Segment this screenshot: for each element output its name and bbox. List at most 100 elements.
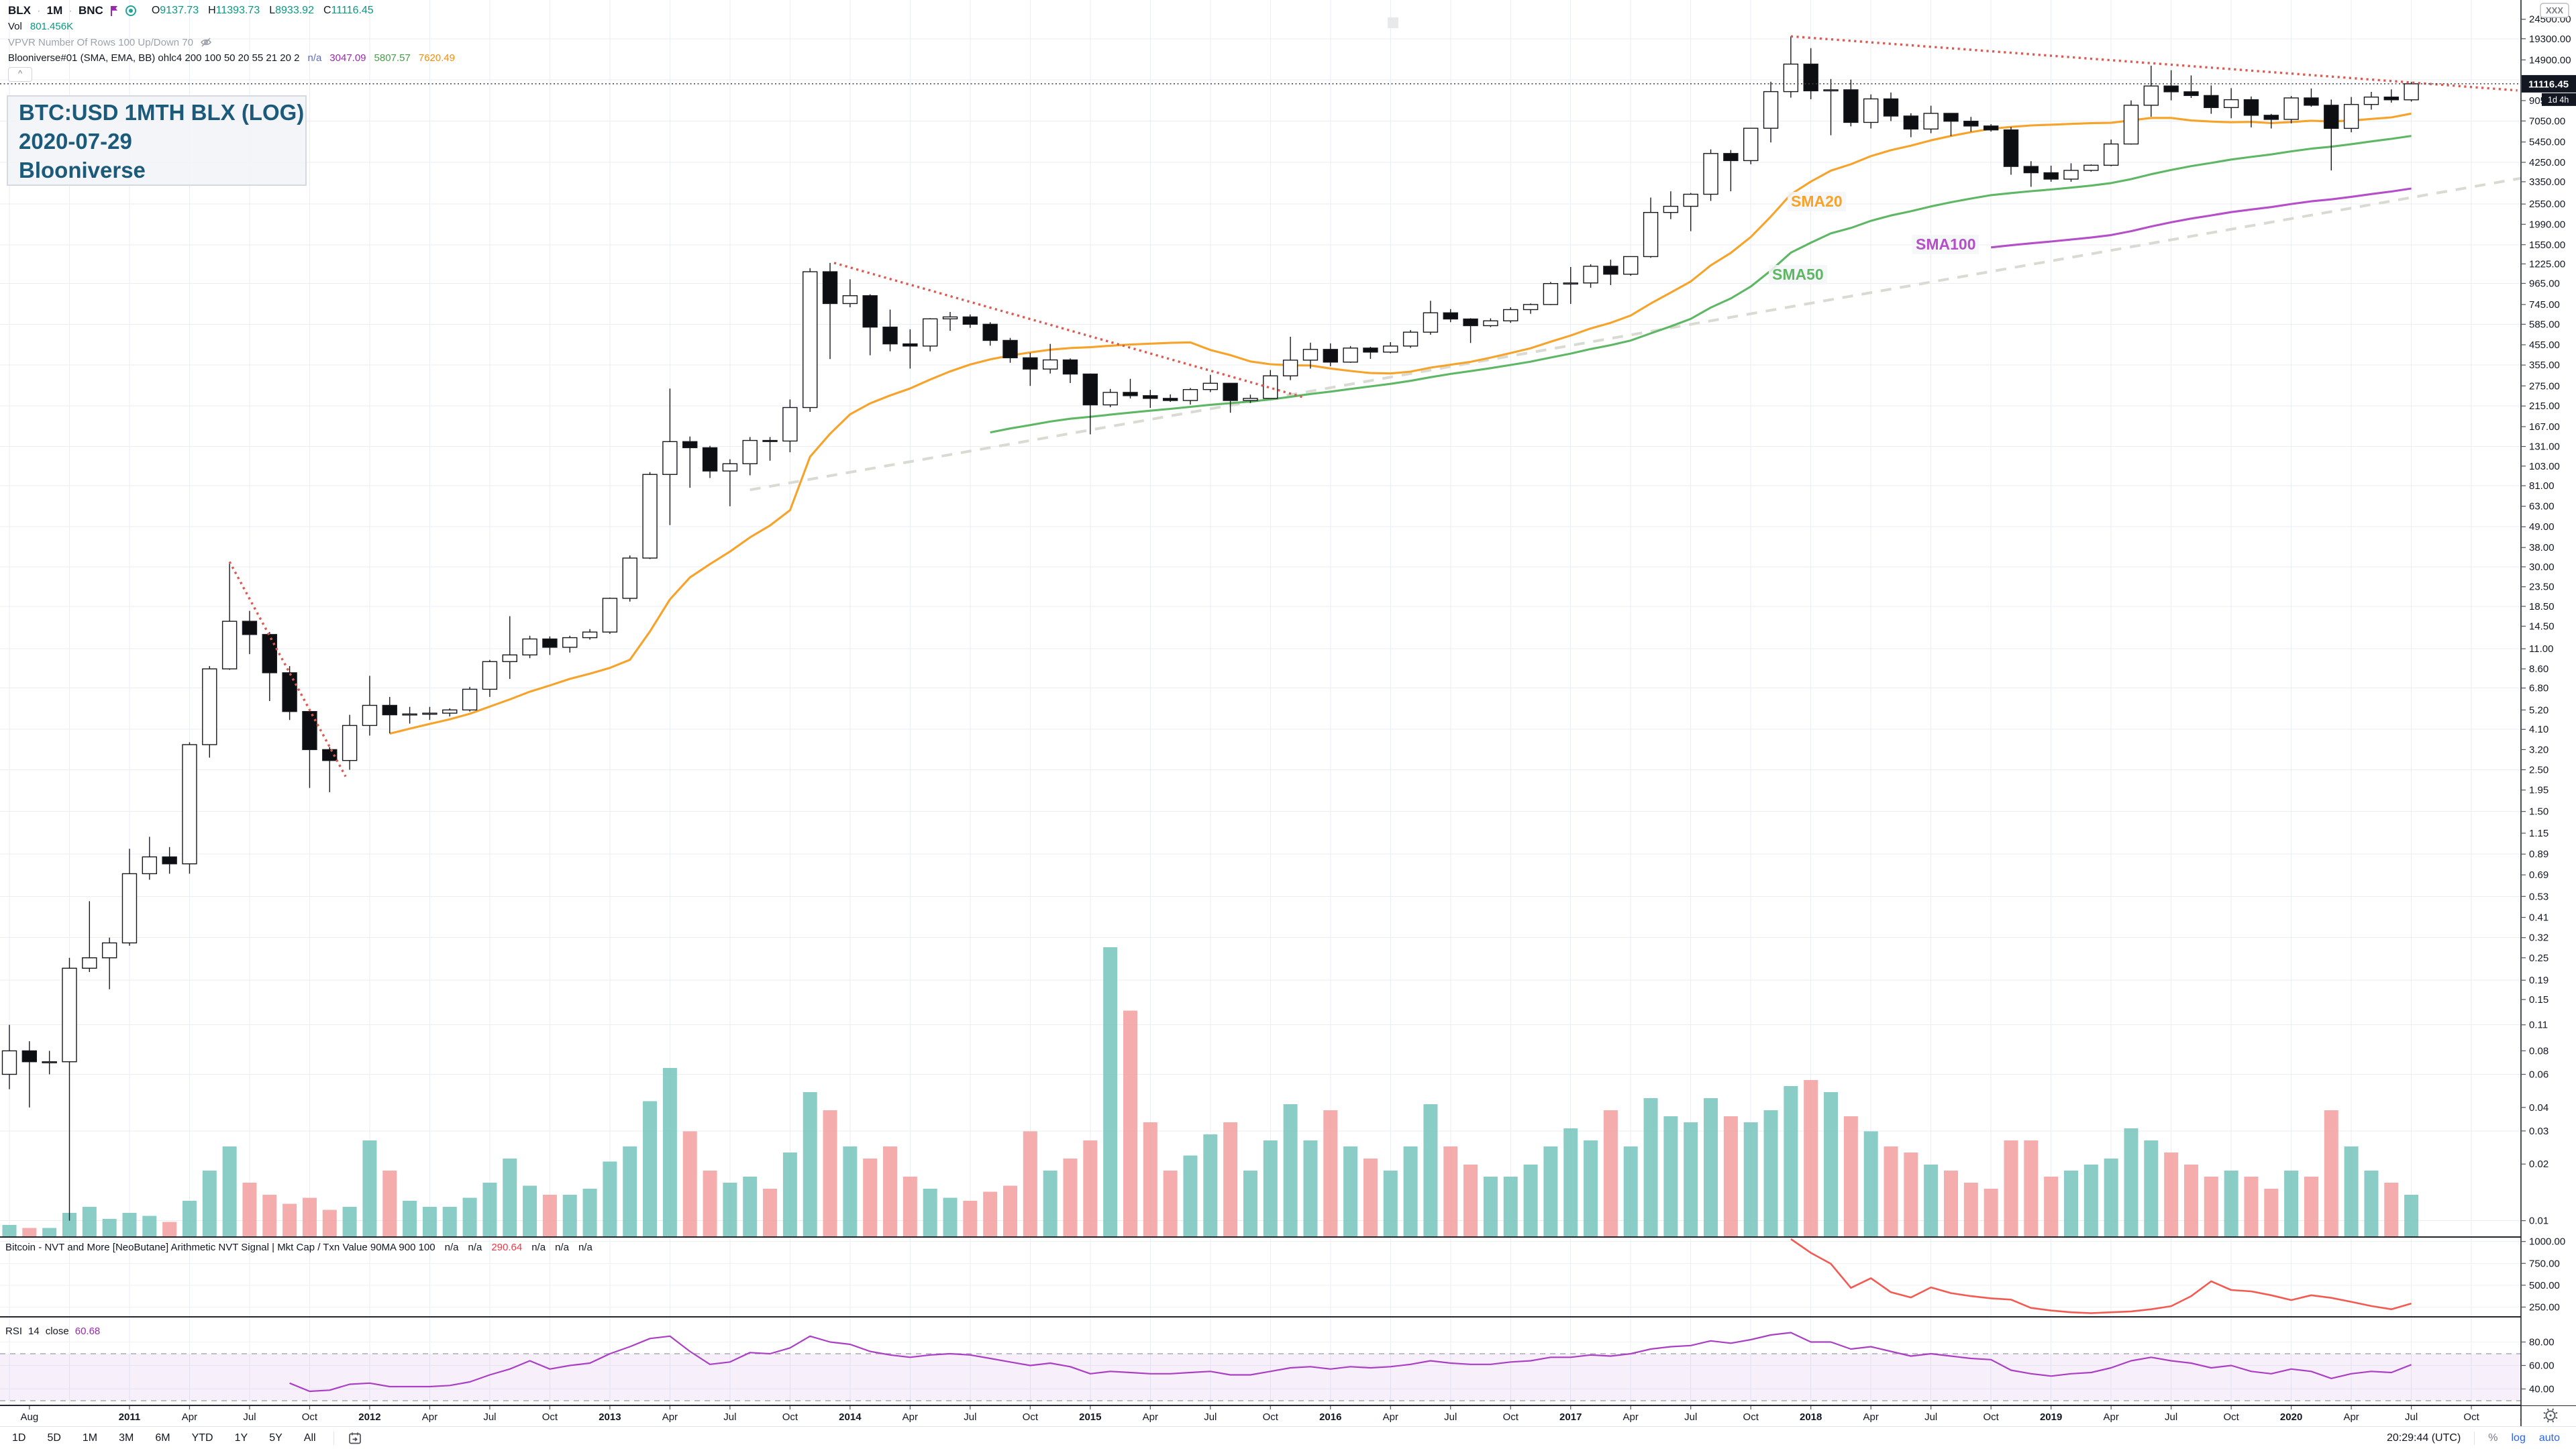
symbol-name[interactable]: BLX: [8, 4, 31, 17]
open-value: 9137.73: [160, 5, 199, 16]
log-scale-button[interactable]: log: [2511, 1432, 2526, 1444]
rsi-label: RSI: [5, 1326, 23, 1337]
svg-text:103.00: 103.00: [2529, 461, 2560, 472]
go-to-date-icon[interactable]: [348, 1431, 362, 1446]
svg-text:131.00: 131.00: [2529, 441, 2560, 453]
svg-text:Oct: Oct: [1503, 1411, 1519, 1423]
time-axis-settings-gear-icon[interactable]: [2543, 1408, 2558, 1423]
vpvr-legend[interactable]: VPVR Number Of Rows 100 Up/Down 70: [8, 36, 212, 48]
blooniverse-value: 7620.49: [418, 52, 455, 64]
svg-text:Oct: Oct: [1743, 1411, 1759, 1423]
sma20-line[interactable]: [389, 112, 2412, 735]
eye-hidden-icon[interactable]: [200, 36, 212, 48]
volume-legend[interactable]: Vol 801.456K: [8, 21, 73, 32]
blooniverse-value: n/a: [307, 52, 322, 64]
gray-dashed-trendline[interactable]: [750, 176, 2522, 492]
sma20-label[interactable]: SMA20: [1788, 192, 1846, 211]
gridlines: [0, 0, 2521, 1405]
svg-text:Jul: Jul: [2405, 1411, 2418, 1423]
svg-text:23.50: 23.50: [2529, 582, 2555, 593]
svg-text:5450.00: 5450.00: [2529, 137, 2565, 148]
range-all[interactable]: All: [303, 1432, 316, 1444]
svg-text:1990.00: 1990.00: [2529, 219, 2565, 230]
svg-text:0.01: 0.01: [2529, 1216, 2548, 1227]
svg-text:Oct: Oct: [1263, 1411, 1279, 1423]
range-1y[interactable]: 1Y: [234, 1432, 248, 1444]
sma100-line[interactable]: [1991, 187, 2412, 249]
svg-text:Jul: Jul: [964, 1411, 976, 1423]
svg-text:Apr: Apr: [1143, 1411, 1158, 1423]
symbol-legend[interactable]: BLX · 1M · BNC O9137.73 H11393.73 L8933.…: [8, 4, 374, 17]
interval-label[interactable]: 1M: [46, 4, 63, 17]
svg-text:0.03: 0.03: [2529, 1126, 2548, 1137]
auto-scale-button[interactable]: auto: [2538, 1432, 2560, 1444]
sma50-line[interactable]: [990, 135, 2412, 434]
nvt-value: n/a: [578, 1242, 593, 1253]
rsi-line[interactable]: [289, 1332, 2412, 1393]
market-status-icon[interactable]: [125, 5, 136, 16]
range-6m[interactable]: 6M: [155, 1432, 170, 1444]
svg-text:11.00: 11.00: [2529, 643, 2553, 655]
svg-text:Oct: Oct: [542, 1411, 558, 1423]
volume-bars: [2, 947, 2419, 1237]
svg-text:2014: 2014: [839, 1411, 862, 1423]
note-line-1: BTC:USD 1MTH BLX (LOG): [19, 100, 305, 125]
svg-text:585.00: 585.00: [2529, 319, 2560, 330]
svg-text:0.02: 0.02: [2529, 1159, 2548, 1170]
drawing-anchor[interactable]: [1388, 17, 1398, 28]
range-5y[interactable]: 5Y: [269, 1432, 282, 1444]
range-3m[interactable]: 3M: [119, 1432, 134, 1444]
flag-icon[interactable]: [109, 5, 119, 17]
note-line-3: Blooniverse: [19, 158, 146, 182]
svg-text:750.00: 750.00: [2529, 1258, 2560, 1269]
svg-text:0.15: 0.15: [2529, 994, 2548, 1006]
range-1d[interactable]: 1D: [12, 1432, 26, 1444]
svg-text:38.00: 38.00: [2529, 542, 2555, 553]
svg-text:Apr: Apr: [2103, 1411, 2118, 1423]
candles[interactable]: [1, 36, 2419, 1221]
nvt-indicator-legend[interactable]: Bitcoin - NVT and More [NeoButane] Arith…: [5, 1242, 593, 1253]
range-ytd[interactable]: YTD: [191, 1432, 213, 1444]
blooniverse-value: 5807.57: [374, 52, 411, 64]
svg-text:14900.00: 14900.00: [2529, 54, 2571, 66]
range-1m[interactable]: 1M: [82, 1432, 98, 1444]
percent-scale-button[interactable]: %: [2488, 1432, 2498, 1444]
legend-collapse-button[interactable]: ^: [8, 67, 32, 82]
blooniverse-indicator-legend[interactable]: Blooniverse#01 (SMA, EMA, BB) ohlc4 200 …: [8, 52, 455, 64]
bar-countdown: [2542, 93, 2576, 106]
red-dotted-trendline[interactable]: [833, 262, 1303, 398]
svg-text:11116.45: 11116.45: [2528, 78, 2569, 90]
svg-text:Apr: Apr: [1863, 1411, 1879, 1423]
sma100-label[interactable]: SMA100: [1912, 235, 1979, 254]
sma50-label[interactable]: SMA50: [1769, 265, 1827, 284]
svg-text:Oct: Oct: [1023, 1411, 1039, 1423]
svg-text:0.32: 0.32: [2529, 932, 2548, 944]
svg-text:2011: 2011: [119, 1411, 141, 1423]
exchange-label[interactable]: BNC: [78, 4, 103, 17]
svg-text:1.15: 1.15: [2529, 828, 2548, 839]
svg-text:Apr: Apr: [1383, 1411, 1398, 1423]
svg-text:81.00: 81.00: [2529, 480, 2555, 492]
rsi-indicator-legend[interactable]: RSI 14 close 60.68: [5, 1326, 100, 1337]
price-axis[interactable]: 24500.0019300.0014900.0011650.009050.007…: [2520, 0, 2576, 1426]
svg-text:1.50: 1.50: [2529, 806, 2548, 818]
nvt-value: n/a: [555, 1242, 569, 1253]
nvt-line[interactable]: [1790, 1238, 2412, 1314]
red-dotted-trendline[interactable]: [228, 561, 347, 777]
svg-text:Apr: Apr: [1623, 1411, 1639, 1423]
svg-text:Oct: Oct: [1983, 1411, 1999, 1423]
red-dotted-trendline[interactable]: [1790, 35, 2518, 92]
main-pane[interactable]: [0, 17, 2522, 1401]
time-axis[interactable]: Aug 2011 Apr Jul Oct 2012 Apr Jul Oct 2013 Apr Jul O…: [20, 1406, 2558, 1423]
svg-text:Jul: Jul: [2165, 1411, 2177, 1423]
chart-note-box[interactable]: BTC:USD 1MTH BLX (LOG) 2020-07-29 Blooni…: [7, 95, 307, 186]
svg-text:Jul: Jul: [243, 1411, 256, 1423]
svg-text:0.41: 0.41: [2529, 912, 2548, 924]
svg-text:6.80: 6.80: [2529, 683, 2548, 694]
range-5d[interactable]: 5D: [47, 1432, 61, 1444]
xxx-badge[interactable]: [2540, 3, 2569, 18]
svg-text:2021: 2021: [2520, 1411, 2542, 1423]
clock[interactable]: 20:29:44 (UTC): [2387, 1432, 2461, 1444]
